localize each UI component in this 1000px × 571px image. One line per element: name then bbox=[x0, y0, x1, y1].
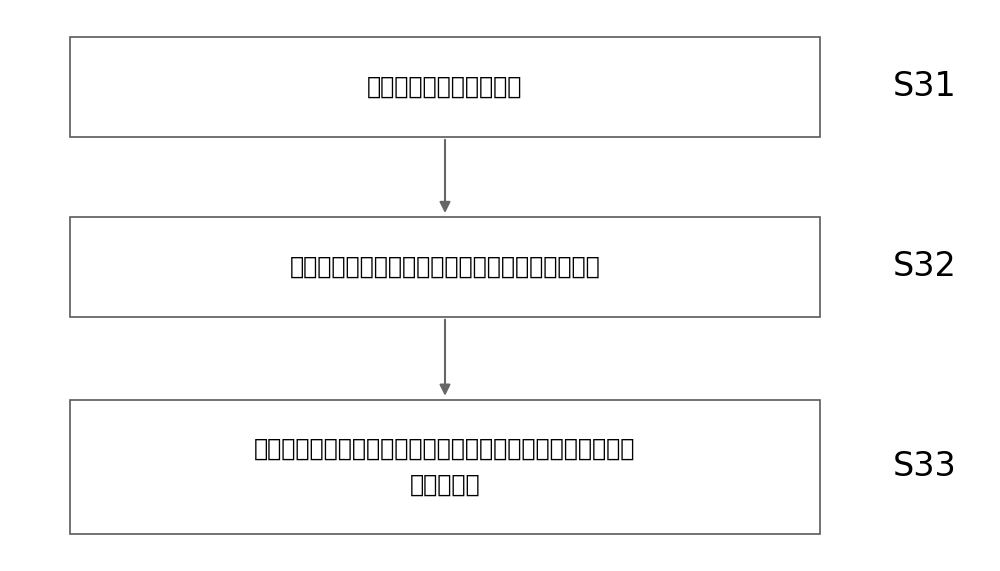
Text: 在项目管理器基础结构的每个层级生成供应商功能图对应的结
构描述文件: 在项目管理器基础结构的每个层级生成供应商功能图对应的结 构描述文件 bbox=[254, 437, 636, 497]
Text: S31: S31 bbox=[893, 70, 957, 103]
Bar bbox=[70, 400, 820, 534]
Text: 在项目管理器基础结构下建立对应的供应商功能图: 在项目管理器基础结构下建立对应的供应商功能图 bbox=[290, 255, 600, 279]
Bar bbox=[70, 217, 820, 317]
Text: 建立项目管理器基础结构: 建立项目管理器基础结构 bbox=[367, 75, 523, 99]
Text: S32: S32 bbox=[893, 251, 957, 283]
Text: S33: S33 bbox=[893, 451, 957, 483]
Bar bbox=[70, 37, 820, 137]
